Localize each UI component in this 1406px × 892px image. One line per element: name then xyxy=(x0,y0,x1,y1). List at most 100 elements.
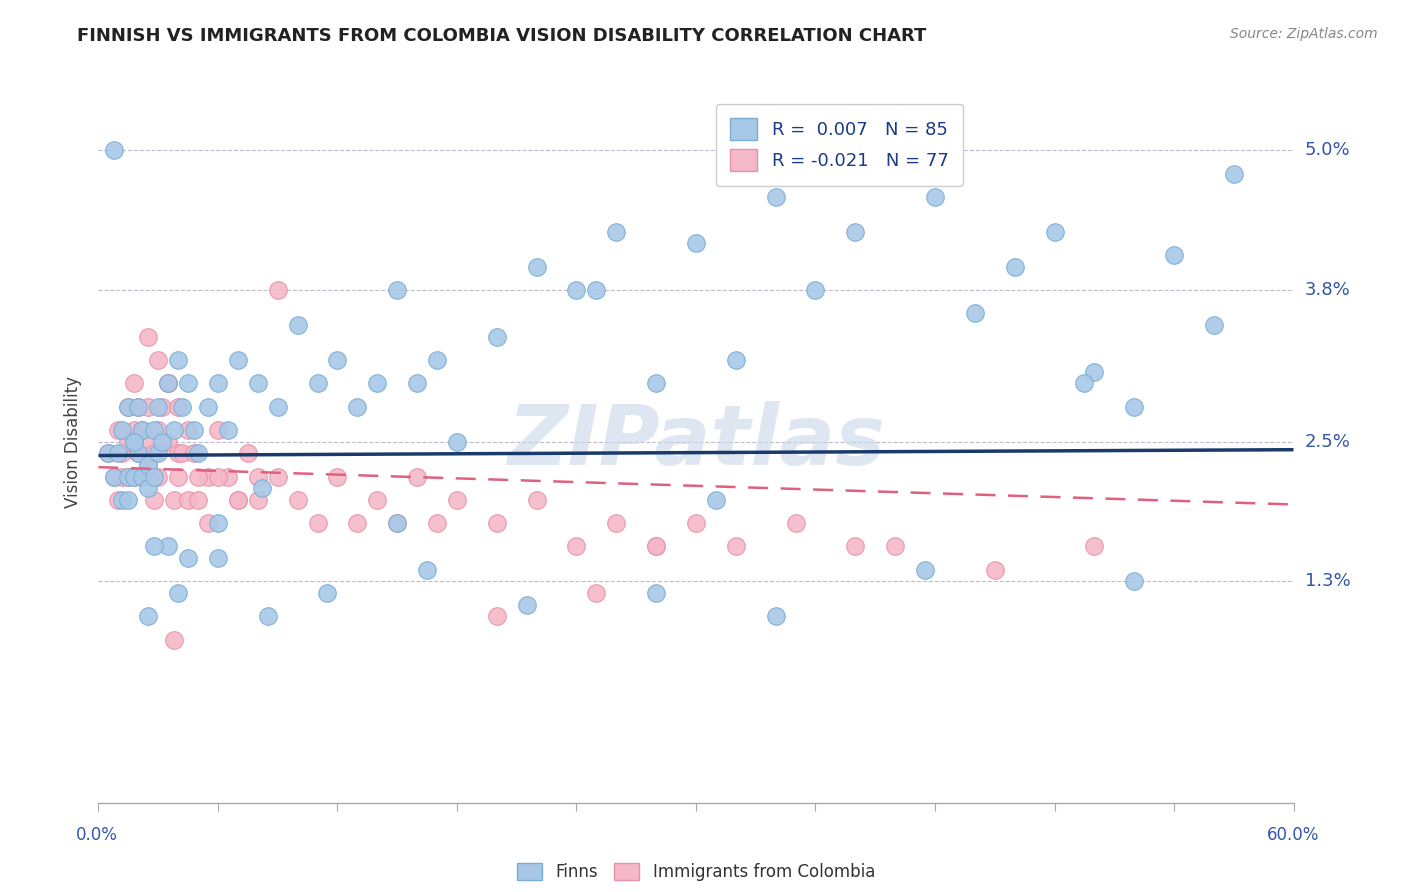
Point xyxy=(485,329,508,343)
Point xyxy=(167,446,190,460)
Point xyxy=(307,516,329,530)
Point xyxy=(1073,376,1095,391)
Point xyxy=(385,283,409,297)
Point xyxy=(136,458,159,472)
Point xyxy=(207,516,229,530)
Point xyxy=(565,540,588,554)
Legend: Finns, Immigrants from Colombia: Finns, Immigrants from Colombia xyxy=(509,855,883,889)
Point xyxy=(117,469,139,483)
Point xyxy=(136,458,159,472)
Point xyxy=(645,586,668,600)
Point xyxy=(565,283,588,297)
Text: 3.8%: 3.8% xyxy=(1305,281,1350,299)
Point xyxy=(1083,365,1105,379)
Point xyxy=(207,551,229,566)
Point xyxy=(111,423,134,437)
Point xyxy=(136,609,159,624)
Point xyxy=(163,423,186,437)
Point xyxy=(226,492,249,507)
Point xyxy=(136,434,159,449)
Point xyxy=(485,516,508,530)
Text: 5.0%: 5.0% xyxy=(1305,141,1350,159)
Text: 1.3%: 1.3% xyxy=(1305,573,1350,591)
Point xyxy=(167,469,190,483)
Point xyxy=(366,492,388,507)
Point xyxy=(645,540,668,554)
Point xyxy=(884,143,907,157)
Point xyxy=(1123,574,1146,589)
Point xyxy=(645,376,668,391)
Point xyxy=(183,423,205,437)
Point xyxy=(177,376,200,391)
Point xyxy=(884,540,907,554)
Point xyxy=(97,446,120,460)
Point xyxy=(150,400,173,414)
Point xyxy=(131,423,153,437)
Text: ZIPatlas: ZIPatlas xyxy=(508,401,884,482)
Point xyxy=(111,469,134,483)
Point xyxy=(131,423,153,437)
Point xyxy=(287,492,309,507)
Point xyxy=(136,481,159,495)
Point xyxy=(150,434,173,449)
Point xyxy=(177,492,200,507)
Point xyxy=(704,492,727,507)
Point xyxy=(207,376,229,391)
Point xyxy=(187,492,209,507)
Point xyxy=(426,516,449,530)
Point xyxy=(207,423,229,437)
Point xyxy=(117,400,139,414)
Point xyxy=(172,446,194,460)
Point xyxy=(1083,540,1105,554)
Point xyxy=(143,423,166,437)
Point xyxy=(1123,400,1146,414)
Point xyxy=(485,609,508,624)
Point xyxy=(148,400,170,414)
Point xyxy=(157,376,180,391)
Point xyxy=(148,446,170,460)
Point xyxy=(446,434,468,449)
Point xyxy=(157,540,180,554)
Point xyxy=(111,492,134,507)
Point xyxy=(385,516,409,530)
Point xyxy=(246,469,269,483)
Point xyxy=(163,632,186,647)
Point xyxy=(685,236,707,251)
Point xyxy=(148,469,170,483)
Point xyxy=(804,283,827,297)
Text: 60.0%: 60.0% xyxy=(1267,826,1320,844)
Point xyxy=(246,376,269,391)
Point xyxy=(256,609,278,624)
Point xyxy=(724,353,747,368)
Point xyxy=(143,446,166,460)
Point xyxy=(167,400,190,414)
Point xyxy=(765,190,787,204)
Point xyxy=(406,469,429,483)
Point xyxy=(406,376,429,391)
Point xyxy=(366,376,388,391)
Point xyxy=(516,598,538,612)
Point xyxy=(844,225,866,239)
Point xyxy=(117,469,139,483)
Point xyxy=(117,400,139,414)
Point xyxy=(167,586,190,600)
Point xyxy=(107,492,129,507)
Point xyxy=(183,446,205,460)
Point xyxy=(416,563,439,577)
Text: Source: ZipAtlas.com: Source: ZipAtlas.com xyxy=(1230,27,1378,41)
Point xyxy=(157,434,180,449)
Point xyxy=(117,434,139,449)
Point xyxy=(605,225,627,239)
Point xyxy=(177,423,200,437)
Point xyxy=(984,563,1007,577)
Point xyxy=(124,376,146,391)
Point xyxy=(267,283,290,297)
Point xyxy=(187,446,209,460)
Point xyxy=(157,376,180,391)
Point xyxy=(127,400,149,414)
Point xyxy=(143,540,166,554)
Point xyxy=(585,586,607,600)
Point xyxy=(267,469,290,483)
Point xyxy=(246,492,269,507)
Point xyxy=(446,492,468,507)
